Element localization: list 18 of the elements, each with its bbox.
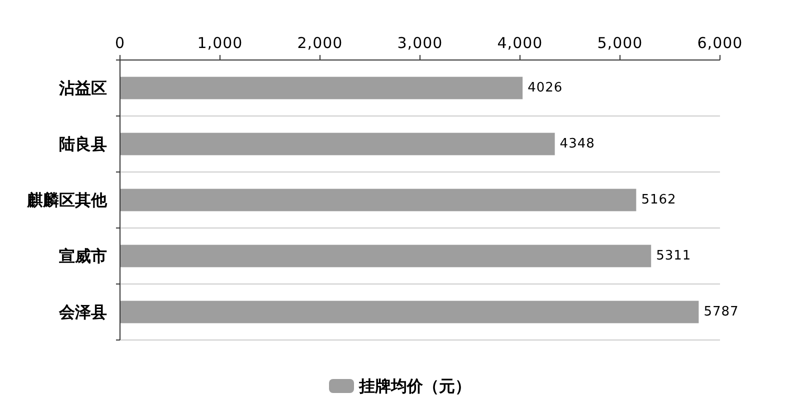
data-label: 4348 <box>560 136 595 152</box>
data-label: 4026 <box>528 80 563 96</box>
y-tick-label: 麒麟区其他 <box>26 190 108 210</box>
data-label: 5162 <box>641 192 676 208</box>
y-tick-label: 沾益区 <box>58 78 107 98</box>
x-tick-label: 3,000 <box>397 34 443 52</box>
x-tick-label: 5,000 <box>597 34 643 52</box>
y-tick-label: 会泽县 <box>58 302 107 322</box>
x-tick-label: 0 <box>114 34 126 52</box>
data-label: 5787 <box>704 304 739 320</box>
x-tick-label: 6,000 <box>697 34 743 52</box>
x-tick-label: 4,000 <box>497 34 543 52</box>
x-tick-label: 1,000 <box>197 34 243 52</box>
y-tick-label: 陆良县 <box>59 134 107 154</box>
y-tick-label: 宣威市 <box>59 246 107 266</box>
legend-label: 挂牌均价（元） <box>359 376 471 396</box>
data-label: 5311 <box>656 248 692 264</box>
x-tick-label: 2,000 <box>297 34 343 52</box>
